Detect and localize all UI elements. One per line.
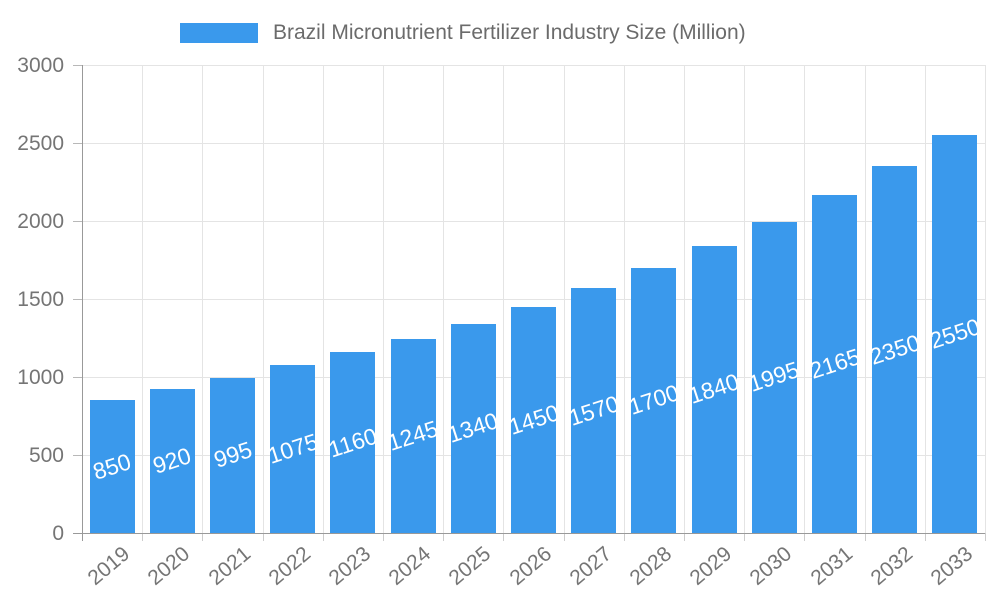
x-gridline: [985, 65, 986, 533]
x-tick-mark: [202, 533, 204, 541]
x-gridline: [202, 65, 204, 533]
bar-2029: [691, 245, 737, 533]
legend-swatch-icon: [180, 23, 258, 43]
y-tick-label: 0: [52, 522, 64, 545]
bar-2026: [511, 306, 556, 533]
bar-2028: [631, 267, 677, 533]
y-gridline: [82, 143, 985, 144]
x-gridline: [684, 65, 685, 533]
x-gridline: [623, 65, 625, 533]
x-tick-mark: [985, 533, 986, 541]
x-axis-line: [73, 533, 985, 534]
x-tick-mark: [563, 533, 565, 541]
bar-2021: [210, 377, 255, 533]
y-tick-mark: [73, 143, 82, 144]
x-gridline: [383, 65, 384, 533]
x-tick-mark: [623, 533, 625, 541]
x-gridline: [864, 65, 866, 533]
y-tick-label: 2000: [17, 210, 64, 233]
y-tick-mark: [73, 455, 82, 456]
x-gridline: [142, 65, 144, 533]
y-tick-label: 3000: [17, 54, 64, 77]
x-gridline: [804, 65, 806, 533]
x-tick-mark: [262, 533, 264, 541]
x-gridline: [322, 65, 324, 533]
x-tick-mark: [443, 533, 445, 541]
x-tick-mark: [322, 533, 324, 541]
x-tick-mark: [503, 533, 505, 541]
x-gridline: [503, 65, 505, 533]
bar-2027: [571, 288, 617, 533]
x-tick-mark: [383, 533, 384, 541]
y-tick-mark: [73, 377, 82, 378]
x-tick-mark: [684, 533, 685, 541]
x-tick-mark: [864, 533, 866, 541]
x-tick-mark: [744, 533, 746, 541]
y-gridline: [82, 299, 985, 300]
legend-label: Brazil Micronutrient Fertilizer Industry…: [273, 21, 746, 44]
bar-2025: [450, 323, 496, 533]
y-tick-label: 500: [28, 444, 64, 467]
x-gridline: [744, 65, 746, 533]
bar-2032: [872, 166, 918, 533]
x-gridline: [262, 65, 264, 533]
y-tick-mark: [73, 65, 82, 66]
x-tick-mark: [804, 533, 806, 541]
x-tick-label: 2019: [83, 542, 135, 590]
bar-2024: [390, 338, 436, 533]
y-tick-mark: [73, 221, 82, 222]
x-gridline: [924, 65, 926, 533]
bar-2020: [149, 389, 195, 533]
bar-2019: [89, 400, 135, 533]
bar-2033: [932, 135, 978, 533]
x-gridline: [563, 65, 565, 533]
y-gridline: [82, 65, 985, 66]
y-tick-mark: [73, 299, 82, 300]
bar-2022: [270, 365, 316, 533]
bar-2031: [812, 195, 857, 533]
y-axis-line: [82, 65, 83, 541]
y-tick-label: 2500: [17, 132, 64, 155]
y-tick-label: 1500: [17, 288, 64, 311]
y-tick-label: 1000: [17, 366, 64, 389]
legend-item: Brazil Micronutrient Fertilizer Industry…: [180, 20, 746, 46]
x-tick-mark: [142, 533, 144, 541]
bar-2023: [330, 352, 376, 533]
x-gridline: [443, 65, 445, 533]
y-gridline: [82, 221, 985, 222]
x-tick-mark: [924, 533, 926, 541]
bar-2030: [751, 221, 797, 533]
